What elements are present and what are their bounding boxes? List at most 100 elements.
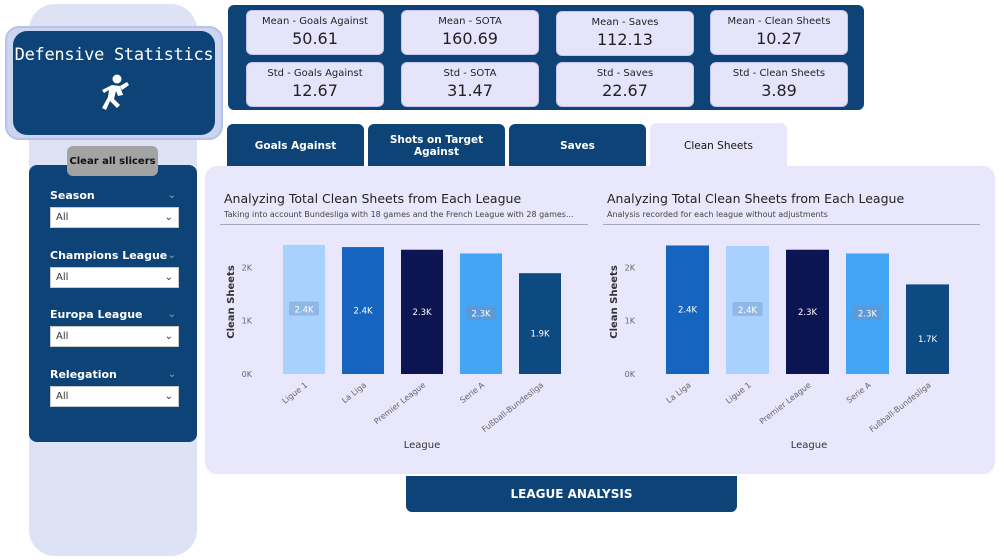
champions-league-select[interactable]: All ⌄: [50, 267, 179, 288]
kpi-value: 3.89: [761, 81, 797, 100]
y-axis-title: Clean Sheets: [226, 265, 237, 339]
data-label: 2.3K: [858, 310, 878, 320]
chart-1-plot: Clean Sheets 0K 1K 2K 2.4K Ligue 1 2.4K La Liga…: [226, 244, 561, 451]
x-tick-label: Premier League: [372, 380, 427, 426]
kpi-label: Mean - Clean Sheets: [727, 16, 831, 27]
tab-goals-against[interactable]: Goals Against: [227, 124, 364, 168]
season-slicer-label: Season: [50, 189, 95, 202]
tab-saves[interactable]: Saves: [509, 124, 646, 168]
kpi-value: 12.67: [292, 81, 338, 100]
chart-2-plot: Clean Sheets 0K 1K 2K 2.4K La Liga 2.4K Ligue 1…: [609, 245, 949, 451]
x-tick-label: Premier League: [758, 380, 813, 426]
relegation-slicer-label: Relegation: [50, 368, 117, 381]
x-tick-label: Serie A: [458, 380, 486, 405]
bar: [666, 245, 709, 374]
chevron-down-icon: ⌄: [164, 331, 173, 342]
tab-shots-on-target-against[interactable]: Shots on Target Against: [368, 124, 505, 168]
champions-league-select-value: All: [56, 272, 69, 283]
data-label-bg: [732, 302, 763, 316]
chevron-down-icon[interactable]: ⌄: [167, 190, 176, 201]
chart-2-subtitle: Analysis recorded for each league withou…: [607, 210, 828, 219]
data-label: 2.4K: [738, 306, 758, 316]
kpi-label: Std - Goals Against: [267, 68, 363, 79]
relegation-select-value: All: [56, 391, 69, 402]
kpi-card: Std - SOTA 31.47: [401, 62, 539, 107]
data-label: 1.9K: [530, 330, 550, 340]
data-label-bg: [289, 301, 319, 316]
data-label-bg: [466, 305, 496, 320]
chevron-down-icon: ⌄: [164, 391, 173, 402]
champions-league-slicer: Champions League ⌄ All ⌄: [50, 249, 180, 288]
kpi-card: Std - Goals Against 12.67: [246, 62, 384, 107]
kpi-label: Mean - Saves: [591, 17, 659, 28]
europa-league-select-value: All: [56, 331, 69, 342]
bar: [401, 249, 443, 374]
page-title: Defensive Statistics: [14, 45, 214, 65]
kpi-card: Mean - Saves 112.13: [556, 11, 694, 56]
x-tick-label: La Liga: [665, 380, 693, 405]
data-label: 1.7K: [918, 335, 938, 345]
season-select[interactable]: All ⌄: [50, 207, 179, 228]
bar: [906, 284, 949, 374]
data-label-bg: [852, 305, 883, 320]
data-label: 2.4K: [353, 307, 373, 317]
data-label: 2.3K: [471, 310, 491, 320]
europa-league-slicer-label: Europa League: [50, 308, 143, 321]
kpi-value: 112.13: [597, 30, 653, 49]
kpi-label: Mean - SOTA: [438, 16, 502, 27]
chart-1-subtitle: Taking into account Bundesliga with 18 g…: [224, 210, 574, 219]
bar: [342, 247, 384, 374]
x-tick-label: Ligue 1: [281, 380, 310, 405]
chevron-down-icon: ⌄: [164, 272, 173, 283]
x-axis-title: League: [791, 440, 828, 451]
kpi-card: Mean - SOTA 160.69: [401, 10, 539, 55]
chevron-down-icon[interactable]: ⌄: [167, 309, 176, 320]
clear-all-slicers-button[interactable]: Clear all slicers: [67, 146, 158, 176]
league-analysis-button[interactable]: LEAGUE ANALYSIS: [406, 476, 737, 512]
y-tick-label: 0K: [625, 370, 636, 379]
kpi-label: Mean - Goals Against: [262, 16, 368, 27]
kpi-card: Std - Clean Sheets 3.89: [710, 62, 848, 107]
x-tick-label: Fußball-Bundesliga: [868, 380, 933, 434]
kpi-value: 10.27: [756, 29, 802, 48]
chevron-down-icon[interactable]: ⌄: [167, 369, 176, 380]
chart-2-title: Analyzing Total Clean Sheets from Each L…: [607, 191, 905, 206]
tab-clean-sheets[interactable]: Clean Sheets: [650, 123, 787, 169]
kpi-value: 22.67: [602, 81, 648, 100]
chevron-down-icon: ⌄: [164, 212, 173, 223]
title-card: Defensive Statistics: [13, 31, 215, 135]
goalkeeper-icon: [102, 74, 129, 110]
y-tick-label: 2K: [625, 263, 636, 272]
data-label: 2.4K: [294, 305, 314, 315]
y-tick-label: 2K: [242, 263, 253, 272]
relegation-slicer: Relegation ⌄ All ⌄: [50, 368, 180, 407]
kpi-value: 31.47: [447, 81, 493, 100]
data-label: 2.3K: [412, 308, 432, 318]
x-tick-label: Serie A: [845, 380, 873, 405]
kpi-card: Mean - Clean Sheets 10.27: [710, 10, 848, 55]
data-label: 2.3K: [798, 308, 818, 318]
y-axis-title: Clean Sheets: [609, 265, 620, 339]
bar: [786, 249, 829, 374]
europa-league-slicer: Europa League ⌄ All ⌄: [50, 308, 180, 347]
x-tick-label: Ligue 1: [724, 380, 753, 405]
kpi-card: Mean - Goals Against 50.61: [246, 10, 384, 55]
x-axis-title: League: [404, 440, 441, 451]
chevron-down-icon[interactable]: ⌄: [167, 250, 176, 261]
chart-2-divider: [603, 224, 980, 225]
europa-league-select[interactable]: All ⌄: [50, 326, 179, 347]
champions-league-slicer-label: Champions League: [50, 249, 168, 262]
y-tick-label: 1K: [242, 317, 253, 326]
x-tick-label: Fußball-Bundesliga: [480, 380, 545, 434]
kpi-value: 50.61: [292, 29, 338, 48]
chart-1-divider: [220, 224, 588, 225]
kpi-label: Std - SOTA: [443, 68, 497, 79]
chart-1-title: Analyzing Total Clean Sheets from Each L…: [224, 191, 522, 206]
kpi-label: Std - Clean Sheets: [732, 68, 826, 79]
kpi-label: Std - Saves: [596, 68, 654, 79]
season-select-value: All: [56, 212, 69, 223]
relegation-select[interactable]: All ⌄: [50, 386, 179, 407]
bar: [519, 273, 561, 374]
y-tick-label: 0K: [242, 370, 253, 379]
kpi-value: 160.69: [442, 29, 498, 48]
